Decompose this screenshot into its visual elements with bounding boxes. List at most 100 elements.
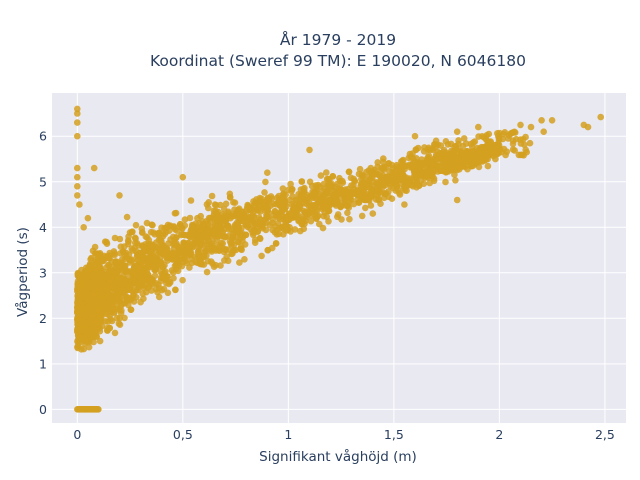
data-point [203,268,211,276]
data-point [448,166,455,173]
data-point [264,169,271,176]
data-point [237,234,244,242]
data-point [375,196,382,204]
data-point [106,274,113,282]
data-point [463,158,471,165]
data-point [74,132,81,140]
data-point [139,229,146,236]
data-point [125,238,132,245]
x-axis-ticks: 0 0,5 1 1,5 2 2,5 [73,427,614,442]
data-point [252,199,259,207]
data-point [198,225,205,233]
data-point [292,211,299,219]
data-point [381,190,389,198]
data-point [171,210,179,217]
data-point [292,205,299,213]
data-point [84,319,92,327]
data-point [80,345,88,353]
data-point [236,259,243,266]
data-point [228,241,235,249]
data-point [143,234,151,241]
data-point [225,210,232,217]
data-point [548,117,556,124]
data-point [361,196,368,204]
data-point [120,281,128,288]
data-point [134,286,142,294]
data-point [198,236,205,243]
data-point [400,162,408,170]
data-point [144,284,151,292]
data-point [90,333,97,341]
data-point [414,144,422,152]
data-point [195,245,203,253]
data-point [130,271,137,279]
data-point [155,236,163,243]
data-point [176,221,184,228]
data-point [204,220,212,228]
data-point [511,147,518,154]
data-point [74,299,82,307]
x-tick-label: 2,5 [595,427,615,442]
data-point [187,249,195,256]
data-point [152,285,160,293]
data-point [360,172,367,180]
data-point [178,230,186,238]
data-point [274,219,282,227]
data-point [213,210,221,218]
chart-title-line2: Koordinat (Sweref 99 TM): E 190020, N 60… [150,52,526,70]
data-point [130,290,137,298]
data-point [114,279,122,286]
data-point [430,155,438,163]
data-point [297,195,305,203]
data-point [298,220,306,228]
data-point [500,145,508,153]
data-point [247,225,254,233]
data-point [440,167,447,175]
data-point [325,197,333,204]
data-point [490,152,497,160]
data-point [527,123,535,131]
data-point [329,186,337,194]
data-point [327,180,335,187]
data-point [367,202,375,209]
data-point [111,234,119,242]
data-point [325,207,333,215]
data-point [173,250,181,258]
data-point [406,150,414,158]
data-point [76,201,83,208]
data-point [226,194,234,201]
data-point [116,321,124,329]
data-point [584,123,592,131]
data-point [86,337,93,345]
data-point [379,158,387,166]
data-point [345,168,353,176]
data-point [334,211,342,218]
data-point [282,219,289,226]
data-point [308,182,316,190]
data-point [182,257,189,265]
data-point [356,165,364,173]
data-point [263,213,271,220]
data-point [89,271,97,279]
data-point [273,212,280,219]
data-point [132,279,139,287]
data-point [361,184,369,192]
data-point [458,160,466,167]
chart-title-line1: År 1979 - 2019 [280,30,396,49]
data-point [264,207,271,214]
data-point [224,222,231,230]
y-axis-title: Vågperiod (s) [14,227,31,317]
data-point [414,159,422,167]
data-point [144,271,152,279]
data-point [453,128,461,135]
data-point [437,142,445,149]
data-point [276,196,283,203]
data-point [307,193,314,201]
data-point [425,152,433,159]
x-tick-label: 0,5 [173,427,193,442]
data-point [314,181,322,189]
data-point [229,250,236,257]
data-point [184,239,192,247]
data-point [307,217,315,225]
data-point [110,309,118,317]
